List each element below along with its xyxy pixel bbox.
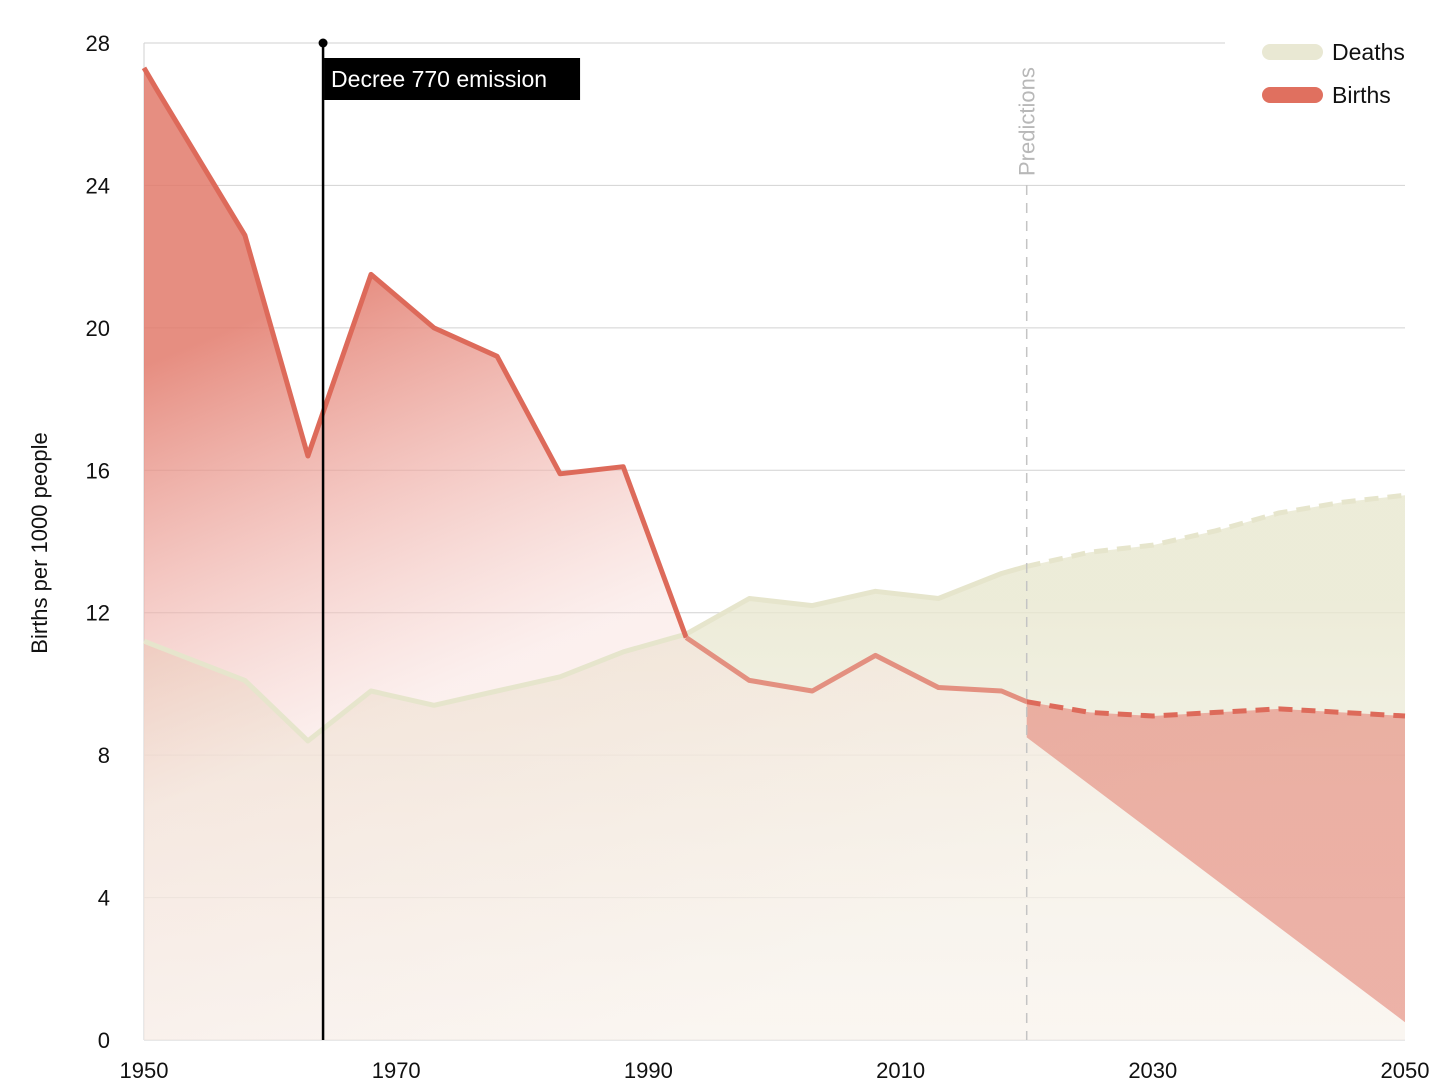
y-tick-label-0: 0 bbox=[98, 1028, 110, 1053]
prediction-label: Predictions bbox=[1015, 67, 1040, 176]
y-tick-label-4: 4 bbox=[98, 886, 110, 911]
series-lines bbox=[141, 66, 1406, 744]
annotation-dot bbox=[318, 38, 328, 48]
decree-annotation: Decree 770 emission bbox=[318, 38, 581, 1040]
deaths-line bbox=[143, 563, 1028, 744]
x-tick-label-2050: 2050 bbox=[1381, 1058, 1430, 1083]
y-axis-title: Births per 1000 people bbox=[27, 432, 52, 653]
x-tick-label-2010: 2010 bbox=[876, 1058, 925, 1083]
deaths-prediction-line bbox=[1026, 492, 1406, 569]
x-tick-label-1970: 1970 bbox=[372, 1058, 421, 1083]
legend-label-births: Births bbox=[1332, 82, 1391, 108]
x-tick-label-1950: 1950 bbox=[120, 1058, 169, 1083]
births-line-late bbox=[684, 635, 1028, 705]
legend-label-deaths: Deaths bbox=[1332, 39, 1405, 65]
area-births bbox=[144, 67, 1405, 1040]
area-births-projection bbox=[1026, 701, 1405, 1023]
births-prediction-line bbox=[1026, 699, 1406, 719]
x-axis-ticks: 1950 1970 1990 2010 2030 2050 bbox=[120, 1058, 1430, 1083]
x-tick-label-1990: 1990 bbox=[624, 1058, 673, 1083]
y-tick-label-20: 20 bbox=[86, 316, 110, 341]
y-axis-ticks: 0 4 8 12 16 20 24 28 bbox=[86, 31, 110, 1053]
series-areas bbox=[144, 67, 1405, 1040]
y-tick-label-24: 24 bbox=[86, 173, 110, 198]
y-tick-label-12: 12 bbox=[86, 601, 110, 626]
y-tick-label-16: 16 bbox=[86, 458, 110, 483]
y-tick-label-8: 8 bbox=[98, 743, 110, 768]
births-line bbox=[141, 66, 689, 639]
legend: Deaths Births bbox=[1262, 39, 1405, 108]
annotation-label: Decree 770 emission bbox=[331, 66, 547, 92]
y-tick-label-28: 28 bbox=[86, 31, 110, 56]
annotation-box bbox=[324, 58, 581, 100]
prediction-marker: Predictions bbox=[1015, 67, 1040, 1040]
x-tick-label-2030: 2030 bbox=[1128, 1058, 1177, 1083]
